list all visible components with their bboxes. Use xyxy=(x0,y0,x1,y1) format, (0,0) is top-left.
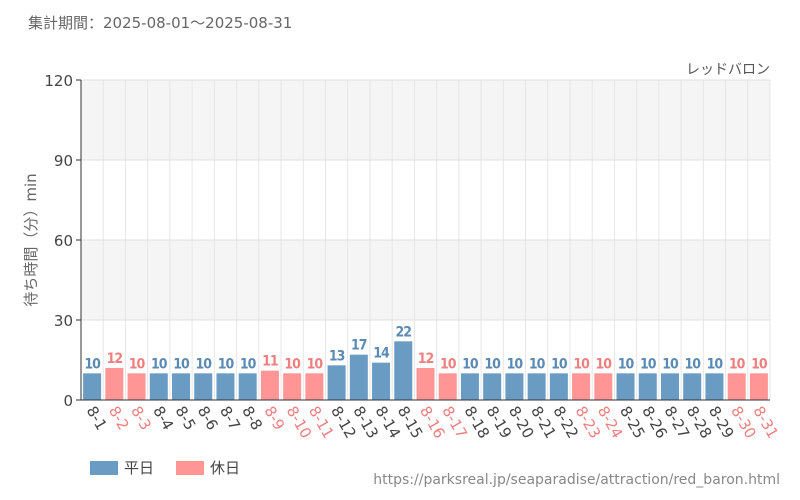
value-label-8-28: 10 xyxy=(684,356,701,372)
bar-8-26 xyxy=(638,373,657,400)
value-label-8-26: 10 xyxy=(640,356,657,372)
bar-8-7 xyxy=(216,373,235,400)
value-label-8-30: 10 xyxy=(729,356,746,372)
x-tick-label-8-8: 8-8 xyxy=(238,403,266,433)
value-label-8-23: 10 xyxy=(573,356,590,372)
x-tick-label-8-3: 8-3 xyxy=(127,403,155,433)
bar-8-3 xyxy=(127,373,146,400)
bar-8-28 xyxy=(683,373,702,400)
bar-8-4 xyxy=(149,373,168,400)
value-label-8-29: 10 xyxy=(707,356,724,372)
value-label-8-13: 17 xyxy=(351,338,367,354)
plot-band xyxy=(81,80,770,160)
bar-8-23 xyxy=(572,373,591,400)
value-label-8-5: 10 xyxy=(173,356,190,372)
value-label-8-31: 10 xyxy=(751,356,768,372)
plot-band xyxy=(81,160,770,240)
bar-8-27 xyxy=(660,373,679,400)
value-label-8-20: 10 xyxy=(507,356,524,372)
y-tick-label: 120 xyxy=(44,72,73,90)
bar-8-18 xyxy=(460,373,479,400)
value-label-8-21: 10 xyxy=(529,356,546,372)
plot-band xyxy=(81,240,770,320)
value-label-8-9: 11 xyxy=(262,354,278,370)
collection-period: 集計期間：2025-08-01～2025-08-31 xyxy=(28,14,293,32)
bar-8-2 xyxy=(105,368,124,400)
bar-8-12 xyxy=(327,365,346,400)
y-tick-label: 90 xyxy=(54,152,73,170)
bar-8-9 xyxy=(260,370,279,400)
bar-8-21 xyxy=(527,373,546,400)
bar-8-25 xyxy=(616,373,635,400)
legend-swatch-weekday xyxy=(90,460,118,475)
value-label-8-19: 10 xyxy=(484,356,501,372)
value-label-8-1: 10 xyxy=(84,356,101,372)
x-tick-label-8-1: 8-1 xyxy=(83,403,111,433)
bar-8-10 xyxy=(283,373,302,400)
value-label-8-16: 12 xyxy=(418,351,434,367)
y-tick-label: 30 xyxy=(54,312,73,330)
value-label-8-11: 10 xyxy=(307,356,324,372)
value-label-8-22: 10 xyxy=(551,356,568,372)
value-label-8-25: 10 xyxy=(618,356,635,372)
y-axis-title: 待ち時間（分）min xyxy=(22,173,40,306)
bar-8-31 xyxy=(749,373,768,400)
y-axis: 0 30 60 90 120 xyxy=(44,72,82,410)
legend-label-holiday: 休日 xyxy=(210,459,241,477)
bar-8-14 xyxy=(372,362,391,400)
x-tick-label-8-9: 8-9 xyxy=(260,403,288,433)
value-label-8-6: 10 xyxy=(195,356,212,372)
value-label-8-17: 10 xyxy=(440,356,457,372)
value-label-8-14: 14 xyxy=(373,346,390,362)
value-label-8-3: 10 xyxy=(129,356,146,372)
bar-8-11 xyxy=(305,373,324,400)
bar-8-8 xyxy=(238,373,257,400)
value-label-8-27: 10 xyxy=(662,356,679,372)
bar-8-1 xyxy=(83,373,102,400)
bar-8-30 xyxy=(727,373,746,400)
bars xyxy=(83,341,768,400)
y-tick-label: 60 xyxy=(54,232,73,250)
bar-8-22 xyxy=(549,373,568,400)
bar-8-15 xyxy=(394,341,413,400)
bar-8-24 xyxy=(594,373,613,400)
legend-swatch-holiday xyxy=(176,460,205,475)
bar-8-29 xyxy=(705,373,724,400)
legend-item-weekday: 平日 xyxy=(90,457,154,478)
legend-item-holiday: 休日 xyxy=(176,457,240,478)
x-tick-label-8-2: 8-2 xyxy=(105,403,133,433)
bar-8-20 xyxy=(505,373,524,400)
bar-8-13 xyxy=(349,354,368,400)
value-label-8-15: 22 xyxy=(396,324,412,340)
source-url: https://parksreal.jp/seaparadise/attract… xyxy=(373,472,780,488)
x-axis: 8-18-28-38-48-58-68-78-88-98-108-118-128… xyxy=(81,399,782,441)
bar-8-19 xyxy=(483,373,502,400)
bar-8-5 xyxy=(172,373,191,400)
value-label-8-8: 10 xyxy=(240,356,257,372)
bar-8-16 xyxy=(416,368,435,400)
value-label-8-18: 10 xyxy=(462,356,479,372)
x-tick-label-8-4: 8-4 xyxy=(149,403,177,433)
x-tick-label-8-7: 8-7 xyxy=(216,403,244,433)
value-label-8-4: 10 xyxy=(151,356,168,372)
series-label: レッドバロン xyxy=(686,62,770,78)
value-label-8-24: 10 xyxy=(596,356,613,372)
legend: 平日 休日 xyxy=(90,457,240,478)
value-label-8-12: 13 xyxy=(329,348,345,364)
value-label-8-10: 10 xyxy=(284,356,301,372)
bar-8-17 xyxy=(438,373,457,400)
y-tick-label: 0 xyxy=(63,392,73,410)
value-label-8-7: 10 xyxy=(218,356,235,372)
legend-label-weekday: 平日 xyxy=(124,459,155,477)
x-tick-label-8-5: 8-5 xyxy=(172,403,200,433)
bar-8-6 xyxy=(194,373,213,400)
value-labels: 10 12 10 10 10 10 10 10 11 10 10 13 17 14 22 12 10 10 10 10… xyxy=(84,324,769,372)
x-tick-label-8-6: 8-6 xyxy=(194,403,222,433)
value-label-8-2: 12 xyxy=(107,351,123,367)
